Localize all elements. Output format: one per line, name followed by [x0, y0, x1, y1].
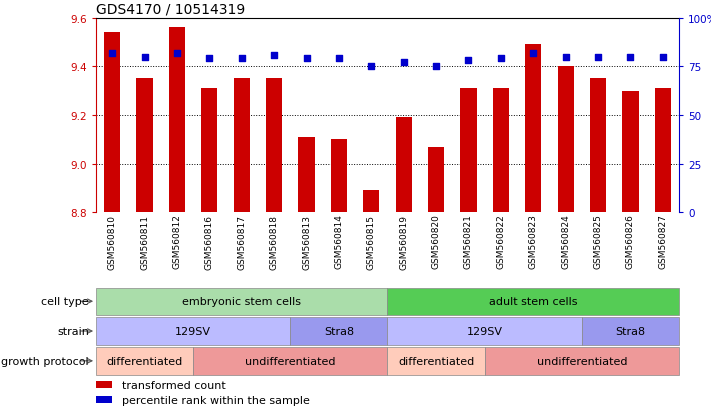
- Text: Stra8: Stra8: [324, 326, 354, 336]
- Bar: [266, 79, 282, 213]
- Point: [365, 64, 377, 70]
- Text: 129SV: 129SV: [175, 326, 211, 336]
- Bar: [290, 318, 387, 345]
- Point: [236, 56, 247, 63]
- Text: cell type: cell type: [41, 297, 89, 306]
- Point: [495, 56, 506, 63]
- Text: differentiated: differentiated: [398, 356, 474, 366]
- Bar: [96, 396, 112, 403]
- Point: [301, 56, 312, 63]
- Point: [139, 54, 150, 61]
- Point: [560, 54, 572, 61]
- Bar: [169, 28, 185, 213]
- Bar: [461, 89, 476, 213]
- Bar: [395, 118, 412, 213]
- Point: [657, 54, 668, 61]
- Point: [463, 58, 474, 64]
- Bar: [96, 382, 112, 388]
- Point: [203, 56, 215, 63]
- Point: [592, 54, 604, 61]
- Point: [333, 56, 345, 63]
- Text: undifferentiated: undifferentiated: [245, 356, 336, 366]
- Text: undifferentiated: undifferentiated: [537, 356, 627, 366]
- Bar: [331, 140, 347, 213]
- Bar: [104, 33, 120, 213]
- Bar: [485, 347, 679, 375]
- Text: transformed count: transformed count: [122, 380, 226, 390]
- Point: [625, 54, 636, 61]
- Text: Stra8: Stra8: [615, 326, 646, 336]
- Point: [269, 52, 280, 59]
- Bar: [96, 318, 290, 345]
- Text: embryonic stem cells: embryonic stem cells: [182, 297, 301, 306]
- Bar: [557, 67, 574, 213]
- Bar: [193, 347, 387, 375]
- Text: strain: strain: [57, 326, 89, 336]
- Point: [430, 64, 442, 70]
- Bar: [201, 89, 218, 213]
- Bar: [234, 79, 250, 213]
- Bar: [525, 45, 541, 213]
- Bar: [387, 288, 679, 315]
- Point: [107, 50, 118, 57]
- Bar: [428, 147, 444, 213]
- Point: [528, 50, 539, 57]
- Text: 129SV: 129SV: [466, 326, 503, 336]
- Bar: [622, 91, 638, 213]
- Bar: [299, 138, 314, 213]
- Text: growth protocol: growth protocol: [1, 356, 89, 366]
- Bar: [137, 79, 153, 213]
- Text: GDS4170 / 10514319: GDS4170 / 10514319: [96, 2, 245, 16]
- Point: [398, 60, 410, 66]
- Bar: [387, 347, 485, 375]
- Bar: [590, 79, 606, 213]
- Bar: [655, 89, 671, 213]
- Bar: [96, 288, 387, 315]
- Text: percentile rank within the sample: percentile rank within the sample: [122, 394, 310, 405]
- Bar: [96, 347, 193, 375]
- Bar: [363, 191, 380, 213]
- Text: differentiated: differentiated: [107, 356, 183, 366]
- Bar: [387, 318, 582, 345]
- Bar: [582, 318, 679, 345]
- Point: [171, 50, 183, 57]
- Text: adult stem cells: adult stem cells: [489, 297, 577, 306]
- Bar: [493, 89, 509, 213]
